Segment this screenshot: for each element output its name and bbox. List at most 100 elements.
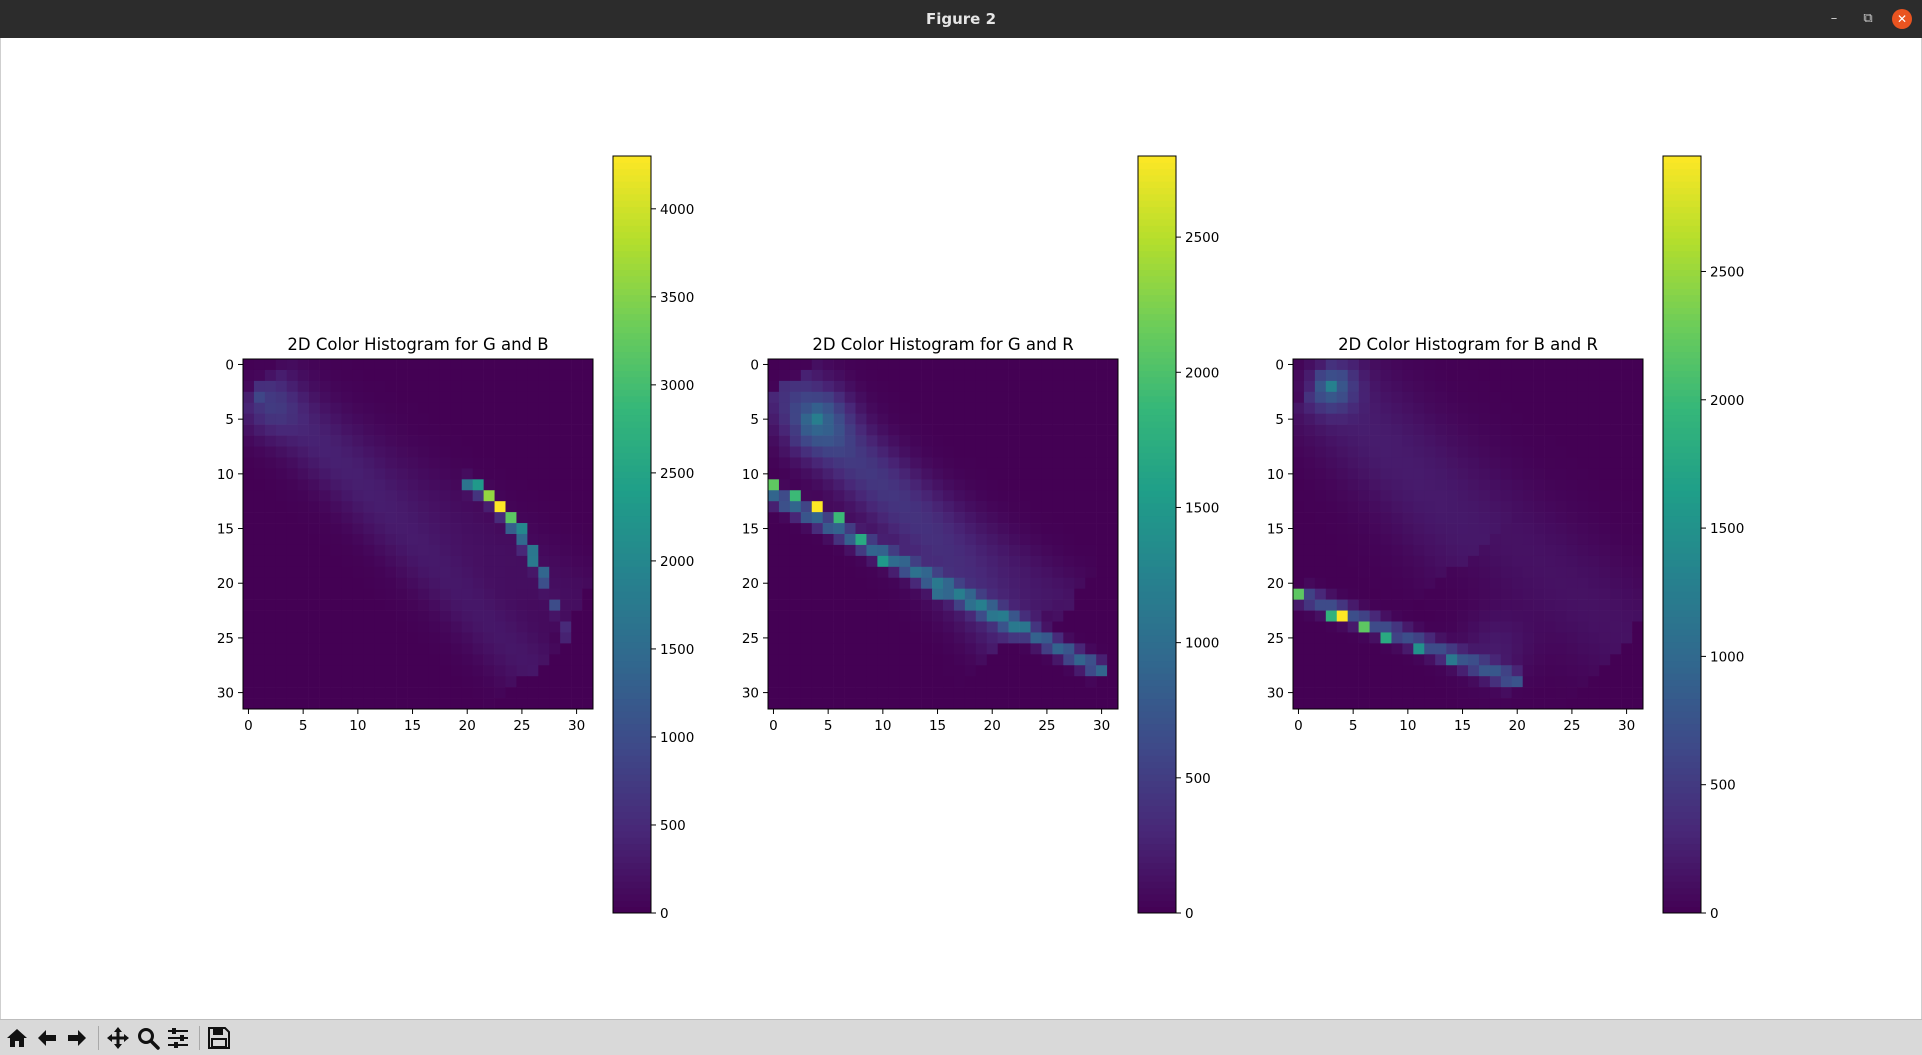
heatmap-cell	[1358, 665, 1370, 677]
heatmap-cell	[516, 599, 528, 611]
save-button[interactable]	[206, 1025, 232, 1051]
heatmap-cell	[330, 555, 342, 568]
heatmap-cell	[461, 643, 473, 655]
heatmap-cell	[997, 588, 1009, 600]
heatmap-cell	[1019, 599, 1031, 611]
heatmap-cell	[1555, 391, 1567, 404]
heatmap-cell	[396, 621, 408, 633]
heatmap-cell	[1511, 501, 1523, 513]
heatmap-cell	[264, 413, 277, 425]
zoom-button[interactable]	[135, 1025, 161, 1051]
heatmap-cell	[1293, 435, 1305, 447]
heatmap-cell	[800, 402, 813, 414]
heatmap-cell	[297, 588, 309, 600]
heatmap-cell	[450, 402, 463, 414]
heatmap-cell	[264, 424, 277, 436]
heatmap-cell	[768, 512, 780, 524]
heatmap-cell	[1303, 402, 1316, 414]
colorbar-segment	[1138, 761, 1176, 769]
heatmap-cell	[308, 402, 320, 414]
colorbar-segment	[1663, 780, 1701, 788]
heatmap-cell	[921, 698, 933, 710]
heatmap-cell	[1008, 610, 1020, 622]
heatmap-cell	[1314, 599, 1327, 611]
heatmap-cell	[1522, 687, 1534, 699]
heatmap-cell	[778, 457, 791, 469]
heatmap-cell	[385, 457, 397, 469]
heatmap-cell	[1052, 479, 1064, 491]
heatmap-cell	[1511, 402, 1523, 414]
heatmap-cell	[1063, 687, 1075, 699]
heatmap-cell	[1588, 468, 1600, 480]
back-button[interactable]	[34, 1025, 60, 1051]
heatmap-cell	[1599, 435, 1611, 447]
heatmap-cell	[1336, 621, 1348, 633]
colorbar-segment	[1138, 812, 1176, 819]
colorbar-segment	[1663, 427, 1701, 435]
heatmap-cell	[1019, 457, 1031, 469]
heatmap-cell	[1588, 435, 1600, 447]
heatmap-cell	[527, 555, 539, 568]
heatmap-cell	[888, 632, 900, 644]
heatmap-cell	[943, 555, 955, 568]
heatmap-cell	[549, 413, 561, 425]
colorbar-segment	[1138, 748, 1176, 756]
heatmap-cell	[1019, 654, 1031, 666]
heatmap-cell	[986, 566, 998, 579]
heatmap-cell	[1544, 402, 1556, 414]
heatmap-cell	[932, 555, 944, 568]
heatmap-cell	[1610, 610, 1622, 622]
heatmap-cell	[352, 665, 364, 677]
minimize-icon[interactable]: –	[1830, 11, 1838, 26]
heatmap-cell	[549, 577, 561, 589]
heatmap-cell	[1402, 687, 1414, 699]
heatmap-cell	[483, 446, 495, 458]
close-icon[interactable]: ✕	[1892, 9, 1912, 29]
heatmap-cell	[330, 369, 342, 382]
heatmap-cell	[1577, 424, 1589, 436]
heatmap-cell	[1358, 621, 1370, 633]
heatmap-cell	[888, 534, 900, 546]
heatmap-cell	[789, 402, 802, 414]
heatmap-cell	[1325, 676, 1338, 688]
heatmap-cell	[1030, 621, 1042, 633]
heatmap-cell	[1303, 544, 1316, 557]
heatmap-cell	[1063, 479, 1075, 491]
heatmap-cell	[243, 359, 255, 371]
figure-canvas[interactable]: 2D Color Histogram for G and B 0 5 10 15 20 25…	[0, 38, 1922, 1019]
heatmap-cell	[439, 479, 452, 491]
heatmap-cell	[483, 621, 495, 633]
heatmap-cell	[910, 544, 922, 557]
heatmap-cell	[418, 391, 430, 404]
heatmap-cell	[1478, 446, 1491, 458]
heatmap-cell	[407, 424, 419, 436]
forward-button[interactable]	[64, 1025, 90, 1051]
heatmap-cell	[253, 424, 266, 436]
x-tick-label: 15	[929, 718, 946, 734]
heatmap-cell	[494, 501, 506, 513]
heatmap-cell	[527, 468, 539, 480]
heatmap-cell	[811, 359, 823, 371]
colorbar-segment	[1138, 433, 1176, 441]
heatmap-cell	[822, 391, 834, 404]
heatmap-cell	[1030, 698, 1042, 710]
heatmap-cell	[243, 555, 255, 568]
heatmap-cell	[1085, 359, 1097, 371]
heatmap-cell	[1413, 380, 1425, 393]
pan-button[interactable]	[105, 1025, 131, 1051]
heatmap-cell	[1555, 643, 1567, 655]
heatmap-cell	[1599, 632, 1611, 644]
heatmap-cell	[571, 687, 583, 699]
heatmap-cell	[319, 654, 331, 666]
heatmap-cell	[1413, 413, 1425, 425]
configure-subplots-button[interactable]	[165, 1025, 191, 1051]
heatmap-cell	[1533, 566, 1545, 579]
heatmap-cell	[866, 577, 878, 589]
heatmap-cell	[407, 577, 419, 589]
home-button[interactable]	[4, 1025, 30, 1051]
colorbar-segment	[1138, 824, 1176, 832]
heatmap-cell	[943, 501, 955, 513]
heatmap-cell	[1074, 457, 1086, 469]
maximize-icon[interactable]: ⧉	[1863, 11, 1873, 26]
heatmap-cell	[396, 610, 408, 622]
